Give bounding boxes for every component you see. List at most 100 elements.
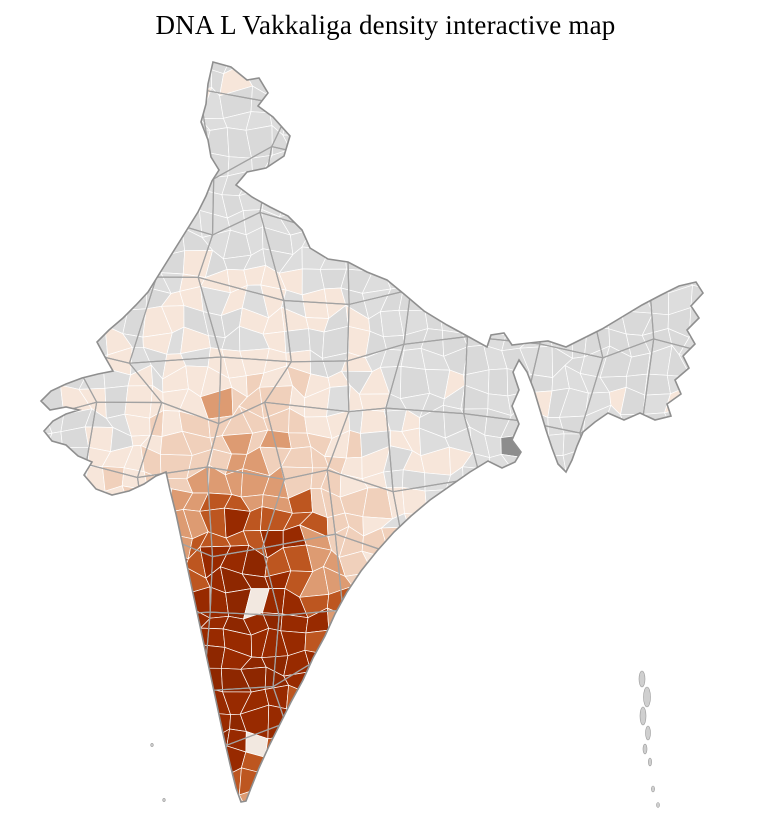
district[interactable]	[402, 615, 431, 631]
district[interactable]	[381, 247, 413, 273]
district[interactable]	[121, 64, 150, 96]
district[interactable]	[624, 645, 654, 679]
district[interactable]	[701, 173, 723, 199]
district[interactable]	[601, 148, 629, 176]
district[interactable]	[399, 167, 425, 195]
district[interactable]	[560, 490, 591, 511]
district[interactable]	[42, 589, 71, 616]
district[interactable]	[489, 134, 513, 153]
district[interactable]	[524, 715, 549, 729]
district[interactable]	[604, 567, 624, 598]
district[interactable]	[622, 749, 651, 779]
district[interactable]	[381, 752, 404, 768]
district[interactable]	[159, 186, 191, 217]
district[interactable]	[687, 72, 711, 95]
district[interactable]	[562, 526, 582, 560]
island[interactable]	[648, 757, 652, 767]
district[interactable]	[585, 474, 608, 497]
district[interactable]	[547, 205, 565, 238]
district[interactable]	[670, 789, 692, 810]
district[interactable]	[118, 170, 152, 195]
district[interactable]	[501, 727, 526, 758]
district[interactable]	[667, 707, 684, 734]
district[interactable]	[548, 56, 570, 73]
district[interactable]	[661, 174, 690, 194]
district[interactable]	[61, 268, 90, 294]
district[interactable]	[465, 646, 489, 677]
district[interactable]	[339, 165, 366, 198]
district[interactable]	[125, 773, 150, 794]
district[interactable]	[443, 545, 473, 570]
district[interactable]	[544, 484, 572, 514]
district[interactable]	[438, 129, 462, 155]
district[interactable]	[639, 251, 670, 275]
district[interactable]	[99, 792, 128, 807]
district[interactable]	[467, 524, 489, 550]
district[interactable]	[107, 206, 125, 227]
district[interactable]	[566, 289, 592, 318]
district[interactable]	[558, 649, 594, 677]
district[interactable]	[79, 206, 110, 231]
district[interactable]	[20, 106, 53, 134]
district[interactable]	[582, 610, 605, 638]
district[interactable]	[403, 65, 430, 95]
district[interactable]	[684, 126, 713, 155]
district[interactable]	[362, 126, 386, 157]
district[interactable]	[507, 712, 528, 731]
district[interactable]	[304, 54, 327, 77]
island[interactable]	[162, 798, 166, 802]
district[interactable]	[379, 709, 411, 729]
district[interactable]	[48, 529, 70, 557]
district[interactable]	[340, 749, 363, 779]
district[interactable]	[383, 469, 404, 489]
district[interactable]	[683, 725, 713, 758]
district[interactable]	[262, 168, 292, 192]
district[interactable]	[602, 427, 630, 448]
district[interactable]	[641, 145, 671, 177]
district[interactable]	[48, 469, 63, 500]
district[interactable]	[301, 209, 334, 234]
district[interactable]	[660, 252, 687, 275]
district[interactable]	[323, 666, 349, 698]
district[interactable]	[40, 714, 67, 731]
district[interactable]	[685, 367, 712, 390]
district[interactable]	[522, 528, 552, 555]
district[interactable]	[20, 645, 53, 667]
district[interactable]	[427, 776, 447, 797]
district[interactable]	[487, 87, 510, 119]
district[interactable]	[499, 287, 525, 309]
district[interactable]	[78, 53, 111, 80]
district[interactable]	[442, 566, 469, 600]
district[interactable]	[465, 67, 493, 93]
district[interactable]	[64, 106, 87, 134]
district[interactable]	[604, 506, 629, 533]
district[interactable]	[566, 474, 594, 492]
island[interactable]	[643, 686, 651, 708]
district[interactable]	[460, 188, 486, 215]
district[interactable]	[620, 65, 645, 99]
district[interactable]	[379, 690, 413, 719]
district[interactable]	[508, 69, 533, 99]
district[interactable]	[581, 692, 605, 718]
district[interactable]	[658, 531, 693, 555]
district[interactable]	[539, 472, 571, 492]
district[interactable]	[650, 729, 672, 754]
district[interactable]	[123, 247, 149, 280]
district[interactable]	[702, 204, 725, 228]
district[interactable]	[661, 627, 694, 651]
district[interactable]	[480, 588, 509, 618]
district[interactable]	[623, 145, 654, 176]
district[interactable]	[485, 214, 514, 237]
district[interactable]	[505, 487, 534, 517]
district[interactable]	[24, 348, 49, 375]
district[interactable]	[524, 755, 546, 775]
district[interactable]	[186, 145, 205, 180]
district[interactable]	[41, 346, 72, 375]
district[interactable]	[698, 306, 731, 336]
district[interactable]	[423, 594, 445, 619]
district[interactable]	[584, 565, 611, 598]
district[interactable]	[120, 92, 150, 114]
district[interactable]	[284, 49, 314, 72]
district[interactable]	[663, 594, 686, 619]
district[interactable]	[648, 130, 666, 159]
